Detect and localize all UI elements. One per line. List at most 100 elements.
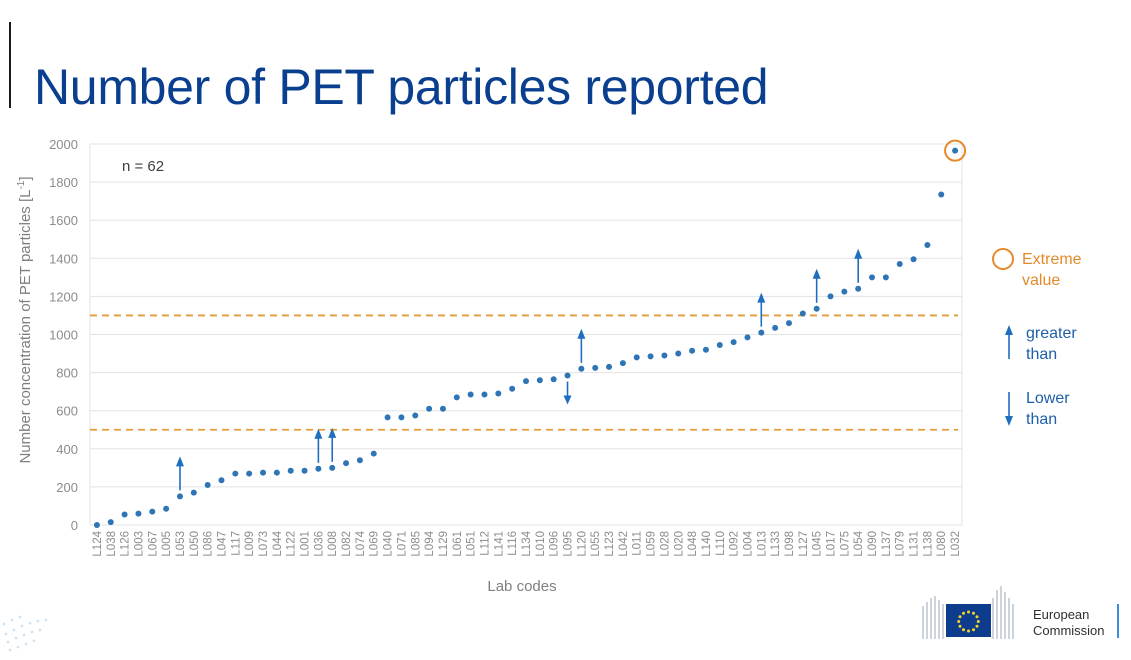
x-tick-label: L042 xyxy=(618,531,630,557)
data-point xyxy=(384,414,391,421)
data-point xyxy=(813,305,820,312)
x-tick-label: L129 xyxy=(438,531,450,557)
x-tick-label: L011 xyxy=(632,531,644,556)
data-point xyxy=(772,324,779,331)
x-tick-label: L073 xyxy=(258,531,270,557)
extreme-value-marker xyxy=(944,139,967,162)
x-tick-label: L096 xyxy=(549,531,561,557)
data-point xyxy=(716,341,723,348)
x-tick-label: L116 xyxy=(507,531,519,556)
data-point xyxy=(176,493,183,500)
x-tick-label: L123 xyxy=(604,531,616,557)
data-point xyxy=(647,353,654,360)
data-point xyxy=(523,378,529,385)
data-point xyxy=(896,261,903,268)
data-point xyxy=(578,365,585,372)
data-point xyxy=(730,339,737,346)
n-annotation: n = 62 xyxy=(122,158,164,175)
x-tick-label: L053 xyxy=(175,531,187,557)
x-tick-label: L038 xyxy=(106,531,118,557)
censor-arrows xyxy=(175,139,967,491)
x-tick-label: L003 xyxy=(133,531,145,557)
data-point xyxy=(536,377,543,384)
data-point xyxy=(232,470,239,477)
extreme-circle-icon xyxy=(992,248,1014,270)
x-tick-label: L004 xyxy=(742,530,754,556)
data-point xyxy=(924,241,931,248)
greater-than-arrow-head xyxy=(757,292,766,303)
x-tick-label: L086 xyxy=(203,531,215,557)
legend-lower: Lower than xyxy=(990,388,1070,430)
data-point xyxy=(273,469,280,476)
slide-title: Number of PET particles reported xyxy=(34,59,769,115)
y-tick-label: 0 xyxy=(71,518,78,533)
data-point xyxy=(619,360,626,367)
data-point xyxy=(855,285,862,292)
x-tick-label: L131 xyxy=(909,531,921,557)
x-tick-label: L047 xyxy=(216,531,228,557)
data-point xyxy=(592,364,599,371)
x-tick-label: L061 xyxy=(452,531,464,557)
x-tick-label: L040 xyxy=(383,531,395,557)
data-point xyxy=(564,372,571,379)
data-point xyxy=(260,469,267,476)
legend-extreme: Extreme value xyxy=(990,245,1082,291)
y-tick-label: 2000 xyxy=(49,137,78,152)
x-tick-label: L140 xyxy=(701,531,713,557)
x-tick-label: L127 xyxy=(798,531,810,557)
ec-building-icon xyxy=(922,586,1014,639)
x-tick-label: L126 xyxy=(120,531,132,557)
x-tick-label: L112 xyxy=(479,531,491,556)
y-axis-label: Number concentration of PET particles [L… xyxy=(16,176,34,463)
threshold-layer xyxy=(90,314,958,431)
data-point xyxy=(246,470,253,477)
data-point xyxy=(107,519,114,526)
data-point xyxy=(149,508,156,515)
greater-than-arrow-head xyxy=(314,428,323,439)
x-tick-label: L001 xyxy=(300,531,312,557)
data-point xyxy=(606,363,613,370)
y-axis-label-sup: -1 xyxy=(16,180,27,189)
x-tick-label: L028 xyxy=(659,531,671,557)
x-tick-label: L098 xyxy=(784,531,796,557)
data-point xyxy=(952,147,959,154)
data-point xyxy=(841,288,848,295)
data-point xyxy=(910,256,917,263)
arrow-up-icon xyxy=(1005,325,1013,359)
x-tick-label: L124 xyxy=(92,530,104,556)
data-point xyxy=(439,405,446,412)
x-tick-label: L090 xyxy=(867,531,879,557)
y-tick-label: 1600 xyxy=(49,213,78,228)
x-tick-label: L067 xyxy=(147,531,159,557)
x-tick-label: L071 xyxy=(396,531,408,557)
x-tick-label: L080 xyxy=(936,531,948,557)
legend-extreme-label: Extreme value xyxy=(1022,251,1082,289)
data-points xyxy=(93,147,959,528)
data-point xyxy=(370,450,377,457)
x-tick-label: L138 xyxy=(922,531,934,557)
data-point xyxy=(938,191,945,198)
x-tick-label: L110 xyxy=(715,531,727,556)
data-point xyxy=(481,391,488,398)
x-tick-label: L082 xyxy=(341,531,353,557)
ec-logo-text: European Commission xyxy=(1033,607,1105,638)
lower-than-arrow-head xyxy=(563,395,572,405)
x-tick-label: L059 xyxy=(646,531,658,557)
data-point xyxy=(356,457,363,464)
x-tick-label: L005 xyxy=(161,531,173,557)
x-tick-label: L074 xyxy=(355,530,367,556)
slide-accent-line xyxy=(9,22,11,108)
data-point xyxy=(882,274,889,281)
data-point xyxy=(218,477,225,484)
ec-logo xyxy=(919,584,1125,644)
greater-than-arrow-head xyxy=(854,248,863,259)
x-tick-label: L117 xyxy=(230,531,242,556)
data-point xyxy=(509,385,516,392)
x-tick-label: L075 xyxy=(839,531,851,557)
x-tick-label: L137 xyxy=(881,531,893,557)
data-point xyxy=(398,414,405,421)
data-point xyxy=(633,354,640,361)
data-point xyxy=(550,376,557,383)
x-tick-label: L095 xyxy=(563,531,575,557)
x-tick-labels: L124 L038 L126 L003 L067 L005 L053 L050 L086 L047… xyxy=(92,530,962,556)
